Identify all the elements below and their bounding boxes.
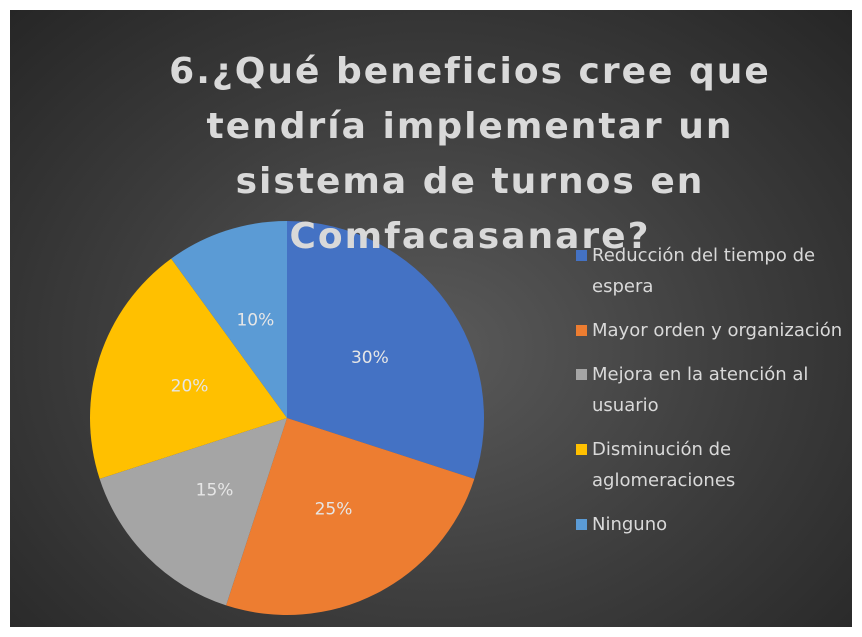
legend-item: Disminución de aglomeraciones bbox=[576, 434, 848, 496]
legend-swatch bbox=[576, 369, 587, 380]
chart-title: 6.¿Qué beneficios cree que tendría imple… bbox=[169, 51, 771, 257]
legend-label: Ninguno bbox=[592, 514, 668, 535]
legend-swatch bbox=[576, 325, 587, 336]
legend-swatch bbox=[576, 519, 587, 530]
data-label: 25% bbox=[315, 499, 353, 519]
legend-item: Mejora en la atención al usuario bbox=[576, 359, 848, 421]
legend-label: Disminución de aglomeraciones bbox=[592, 439, 736, 491]
data-label: 15% bbox=[196, 480, 234, 500]
legend-label: Mejora en la atención al usuario bbox=[592, 364, 809, 416]
legend-label: Reducción del tiempo de espera bbox=[592, 245, 816, 297]
data-label: 10% bbox=[236, 311, 274, 331]
pie-slice bbox=[99, 418, 287, 606]
legend: Reducción del tiempo de espera Mayor orde… bbox=[576, 240, 848, 553]
data-label: 20% bbox=[171, 376, 209, 396]
pie-slice bbox=[171, 221, 287, 418]
legend-item: Reducción del tiempo de espera bbox=[576, 240, 848, 302]
legend-item: Ninguno bbox=[576, 509, 848, 540]
legend-swatch bbox=[576, 444, 587, 455]
data-label: 30% bbox=[351, 348, 389, 368]
pie-slice bbox=[287, 221, 484, 479]
legend-swatch bbox=[576, 250, 587, 261]
pie-slice bbox=[226, 418, 475, 616]
pie-slice bbox=[90, 258, 287, 479]
legend-item: Mayor orden y organización bbox=[576, 315, 848, 346]
legend-label: Mayor orden y organización bbox=[592, 320, 843, 341]
